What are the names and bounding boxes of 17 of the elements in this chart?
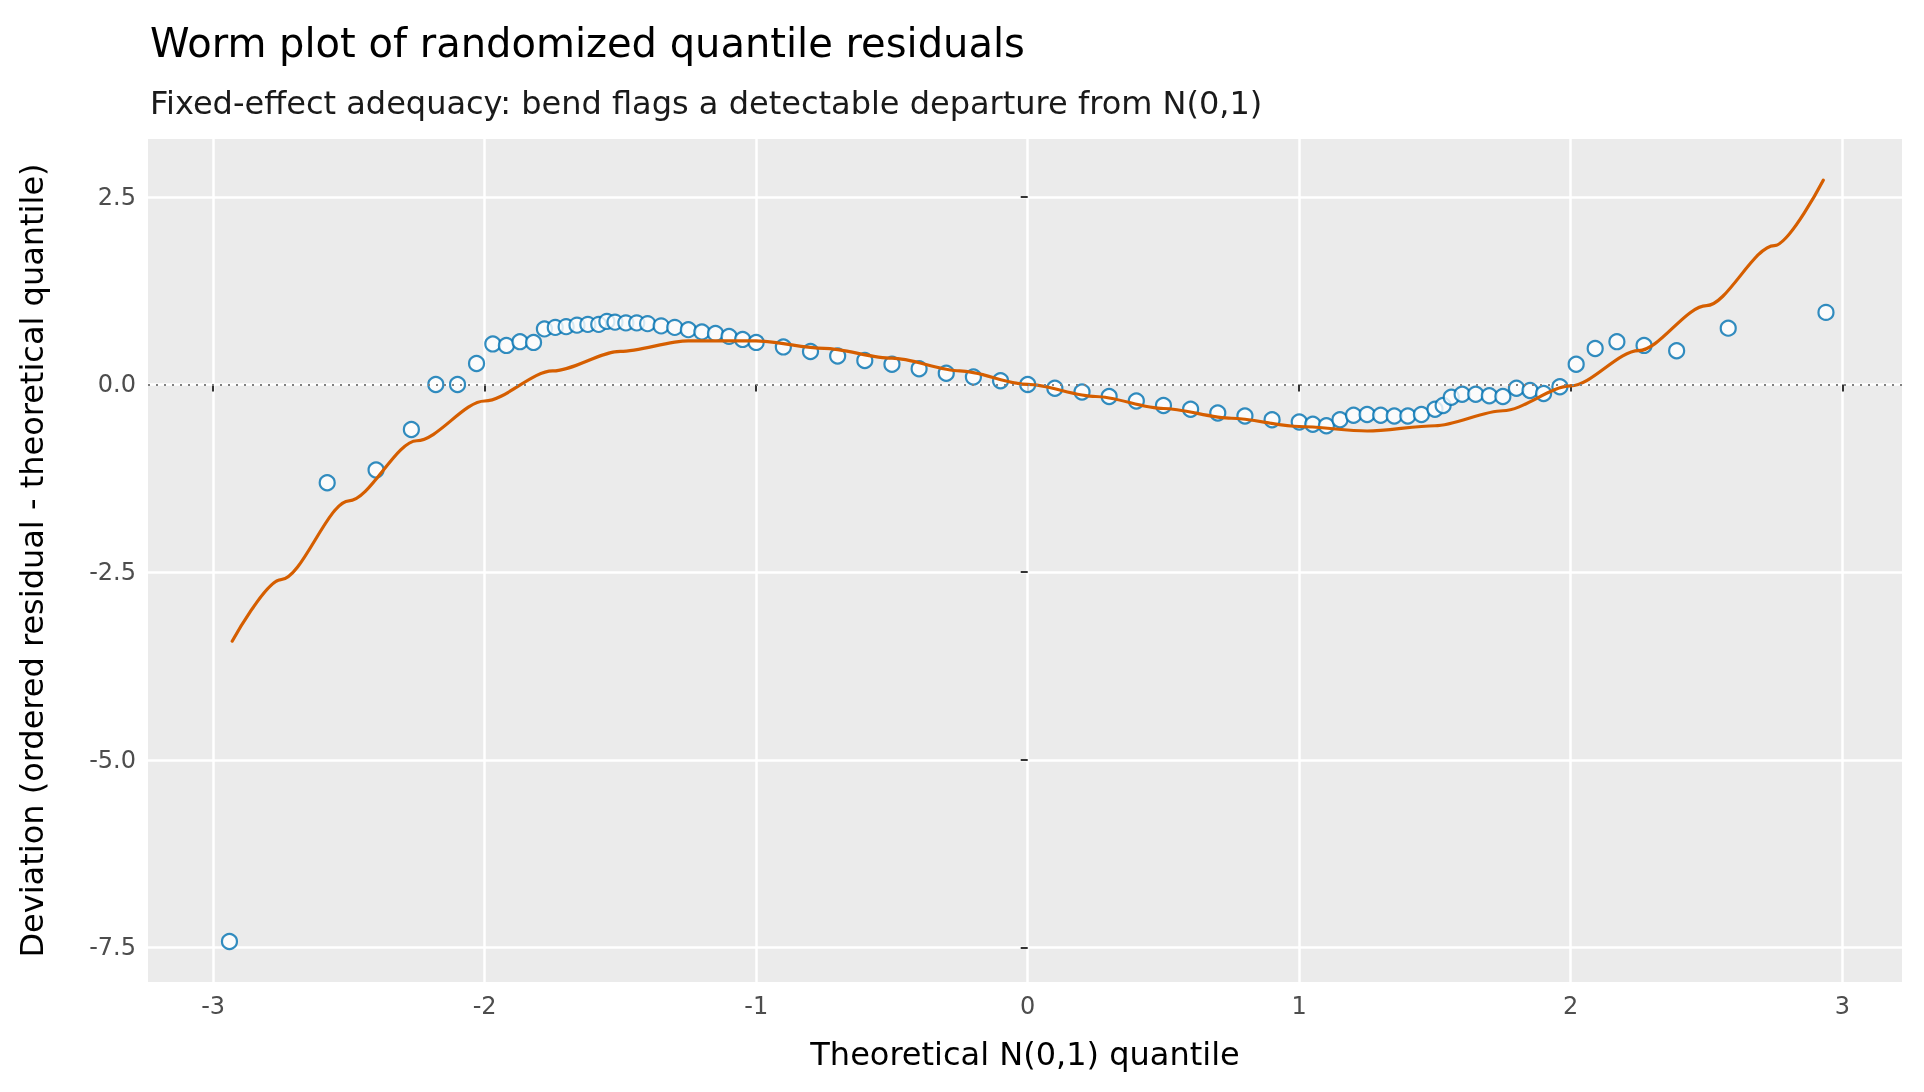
x-axis-title: Theoretical N(0,1) quantile [809,1035,1240,1073]
x-tick-label: 0 [1020,992,1036,1020]
x-tick-label: 2 [1563,992,1579,1020]
x-tick-label: 3 [1834,992,1850,1020]
line-series [230,178,1825,643]
y-tick-label: -7.5 [89,933,136,962]
x-tick-label: 1 [1291,992,1307,1020]
y-axis-title: Deviation (ordered residual - theoretical quantile) [13,163,51,958]
y-tick-label: -2.5 [89,558,136,587]
chart-subtitle: Fixed-effect adequacy: bend flags a detectable departure from N(0,1) [150,84,1263,122]
y-tick-label: -5.0 [89,745,136,774]
y-tick-label: 2.5 [97,182,136,211]
chart-title: Worm plot of randomized quantile residuals [150,20,1025,66]
x-tick-label: -3 [201,992,226,1020]
x-tick-label: -1 [744,992,769,1020]
y-tick-label: 0.0 [97,370,136,399]
x-tick-label: -2 [472,992,497,1020]
